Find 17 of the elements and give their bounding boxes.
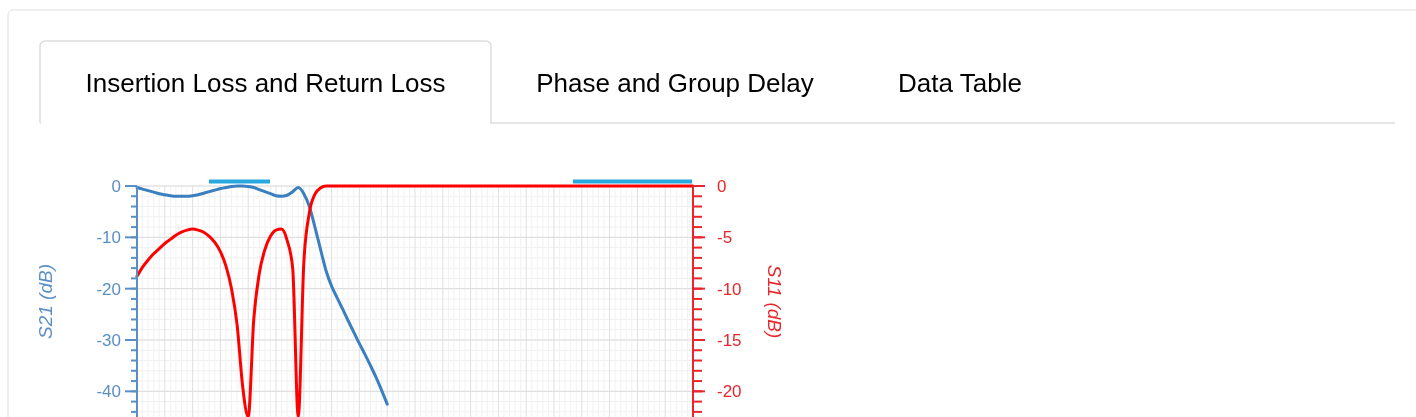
y-tick-label: 0 (111, 176, 121, 196)
y-tick-label: -40 (96, 382, 121, 402)
y2-tick-label: -5 (717, 228, 733, 248)
y2-axis-title: S11 (dB) (764, 264, 785, 339)
y-tick-label: -20 (96, 279, 121, 299)
text: Phase and Group Delay (536, 68, 814, 98)
text: Insertion Loss and Return Loss (85, 68, 446, 98)
y-tick-label: -30 (96, 330, 121, 350)
text: Data Table (898, 68, 1022, 98)
y-tick-label: -10 (96, 228, 121, 248)
y2-tick-label: -10 (717, 279, 742, 299)
y2-tick-label: -20 (717, 382, 742, 402)
y2-tick-label: -15 (717, 330, 742, 350)
y2-tick-label: 0 (717, 176, 727, 196)
line-series (135, 184, 389, 406)
line-series (135, 184, 695, 417)
y-axis-title: S21 (dB) (35, 264, 56, 339)
